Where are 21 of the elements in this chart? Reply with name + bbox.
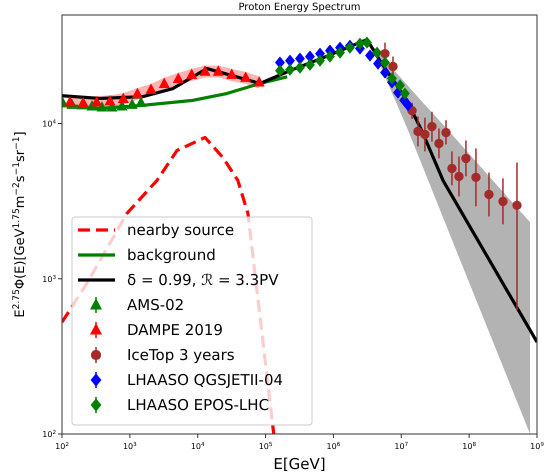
y-tick-label: 10$^{4}$ <box>42 118 56 129</box>
legend-label: background <box>127 246 216 264</box>
legend-label: nearby source <box>127 221 234 239</box>
legend-label: AMS-02 <box>127 296 184 314</box>
x-tick-label: 10$^{5}$ <box>258 441 273 451</box>
x-tick-label: 10$^{9}$ <box>530 441 544 451</box>
chart-title: Proton Energy Spectrum <box>238 2 361 13</box>
x-tick-label: 10$^{3}$ <box>122 441 138 451</box>
x-tick-label: 10$^{4}$ <box>190 441 206 451</box>
legend-label: DAMPE 2019 <box>127 321 223 339</box>
x-tick-label: 10$^{8}$ <box>462 441 476 451</box>
x-tick-label: 10$^{2}$ <box>55 441 69 451</box>
y-tick-label: 10$^{2}$ <box>42 429 56 439</box>
legend-label: δ = 0.99, ℛ = 3.3PV <box>127 271 280 289</box>
x-tick-label: 10$^{6}$ <box>326 441 341 451</box>
legend-label: LHAASO QGSJETII-04 <box>127 371 284 389</box>
x-tick-label: 10$^{7}$ <box>394 441 409 451</box>
legend-label: LHAASO EPOS-LHC <box>127 396 270 414</box>
x-axis-title: E[GeV] <box>273 455 326 473</box>
legend-label: IceTop 3 years <box>127 346 235 364</box>
y-tick-label: 10$^{3}$ <box>42 274 56 284</box>
